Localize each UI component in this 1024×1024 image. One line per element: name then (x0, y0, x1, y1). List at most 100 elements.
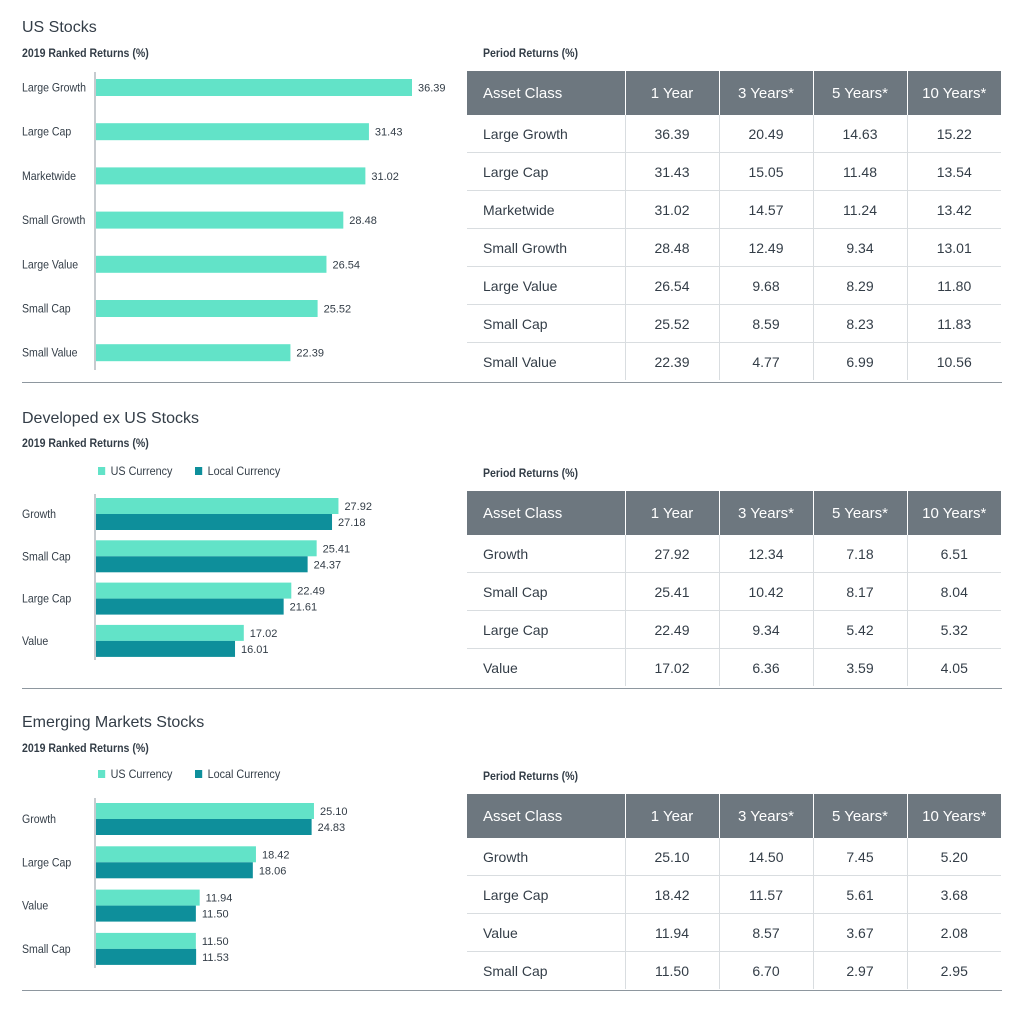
column-header: 1 Year (624, 794, 719, 838)
table-row: Large Growth 36.39 20.49 14.63 15.22 (467, 115, 1001, 153)
return-cell: 13.01 (906, 228, 1001, 267)
return-cell: 14.50 (718, 838, 813, 876)
data-label: 27.18 (338, 517, 366, 529)
category-label: Small Cap (22, 303, 71, 316)
legend-label: US Currency (110, 767, 173, 781)
us-stocks-returns-table: Asset Class 1 Year 3 Years* 5 Years* 10 Year… (467, 71, 1001, 380)
return-cell: 6.70 (718, 951, 813, 989)
return-cell: 4.05 (906, 648, 1001, 686)
bar (96, 498, 339, 514)
data-label: 28.48 (349, 215, 377, 227)
bar (96, 819, 312, 835)
data-label: 24.37 (314, 559, 342, 571)
column-header: 3 Years* (718, 71, 813, 115)
return-cell: 6.51 (906, 535, 1001, 573)
return-cell: 14.63 (812, 115, 907, 153)
table-subtitle: Period Returns (%) (483, 769, 579, 783)
table-header-row: Asset Class 1 Year 3 Years* 5 Years* 10 Year… (467, 491, 1001, 535)
return-cell: 13.54 (906, 152, 1001, 191)
asset-class-cell: Small Cap (467, 304, 625, 343)
category-label: Growth (22, 508, 56, 521)
bar (96, 211, 344, 229)
asset-class-cell: Large Cap (467, 875, 625, 914)
legend-swatch (98, 467, 106, 475)
data-label: 27.92 (344, 501, 372, 513)
return-cell: 11.24 (812, 190, 907, 229)
bar (96, 300, 318, 317)
section-divider (22, 688, 1002, 689)
bar (96, 624, 244, 641)
asset-class-cell: Large Cap (467, 152, 625, 191)
category-label: Small Growth (22, 215, 85, 228)
developed-ex-us-section: Developed ex US Stocks 2019 Ranked Retur… (22, 410, 1002, 689)
return-cell: 11.50 (624, 951, 719, 989)
table-row: Large Cap 18.42 11.57 5.61 3.68 (467, 875, 1001, 914)
chart-subtitle: 2019 Ranked Returns (%) (22, 436, 149, 450)
data-label: 11.50 (202, 936, 229, 948)
category-label: Small Value (22, 347, 78, 360)
asset-class-cell: Marketwide (467, 190, 625, 229)
return-cell: 9.34 (718, 610, 813, 649)
data-label: 17.02 (250, 628, 278, 640)
developed-ex-us-bar-chart: Growth 27.92 27.18 Small Cap 25.41 24.37 Large… (22, 494, 372, 660)
return-cell: 2.08 (906, 913, 1001, 952)
asset-class-cell: Small Growth (467, 228, 625, 267)
bar (96, 514, 333, 530)
return-cell: 5.32 (906, 610, 1001, 649)
data-label: 18.42 (262, 849, 290, 861)
table-subtitle: Period Returns (%) (483, 466, 579, 480)
return-cell: 22.49 (624, 610, 719, 649)
asset-class-cell: Large Growth (467, 115, 625, 153)
return-cell: 13.42 (906, 190, 1001, 229)
column-header: 5 Years* (812, 491, 907, 535)
chart-legend: US Currency Local Currency (98, 464, 303, 478)
asset-class-cell: Small Cap (483, 962, 548, 979)
data-label: 24.83 (318, 822, 346, 834)
table-header-row: Asset Class 1 Year 3 Years* 5 Years* 10 Year… (467, 71, 1001, 115)
column-header: 10 Years* (906, 71, 1001, 115)
return-cell: 11.57 (718, 875, 813, 914)
section-title: Developed ex US Stocks (22, 410, 199, 427)
category-label: Large Value (22, 259, 78, 272)
us-stocks-section: US Stocks 2019 Ranked Returns (%) Period… (0, 0, 1024, 390)
data-label: 26.54 (332, 259, 360, 271)
return-cell: 26.54 (624, 266, 719, 305)
bar (96, 640, 236, 657)
legend-item-us-currency: US Currency (98, 767, 172, 781)
return-cell: 9.68 (718, 266, 813, 305)
bar (96, 803, 314, 819)
table-row: Small Cap 25.52 8.59 8.23 11.83 (467, 304, 1001, 343)
data-label: 22.39 (296, 348, 324, 360)
return-cell: 28.48 (624, 228, 719, 267)
asset-class-cell: Value (467, 913, 625, 952)
table-row: Large Cap 22.49 9.34 5.42 5.32 (467, 610, 1001, 649)
return-cell: 25.10 (624, 838, 719, 876)
legend-item-local-currency: Local Currency (194, 464, 280, 478)
category-label: Large Cap (22, 857, 71, 870)
return-cell: 9.34 (812, 228, 907, 267)
legend-item-us-currency: US Currency (98, 464, 172, 478)
bar (96, 862, 253, 879)
bar (96, 932, 196, 949)
return-cell: 11.48 (812, 152, 907, 191)
legend-label: US Currency (110, 464, 173, 478)
data-label: 25.52 (324, 304, 352, 316)
return-cell: 8.59 (718, 304, 813, 343)
table-row: Value 11.94 8.57 3.67 2.08 (467, 913, 1001, 952)
data-label: 11.50 (202, 909, 229, 921)
asset-class-cell: Growth (467, 535, 625, 573)
return-cell: 10.42 (718, 572, 813, 611)
bar (96, 344, 291, 362)
column-header: 3 Years* (718, 794, 813, 838)
return-cell: 12.49 (718, 228, 813, 267)
return-cell: 12.34 (718, 535, 813, 573)
return-cell: 8.29 (812, 266, 907, 305)
table-row: Value 17.02 6.36 3.59 4.05 (467, 648, 1001, 686)
legend-item-local-currency: Local Currency (194, 767, 280, 781)
category-label: Value (22, 900, 48, 913)
asset-class-cell: Value (483, 659, 518, 676)
legend-label: Local Currency (207, 464, 280, 478)
data-label: 31.43 (375, 127, 403, 139)
column-header: 3 Years* (718, 491, 813, 535)
category-label: Large Cap (22, 593, 71, 606)
